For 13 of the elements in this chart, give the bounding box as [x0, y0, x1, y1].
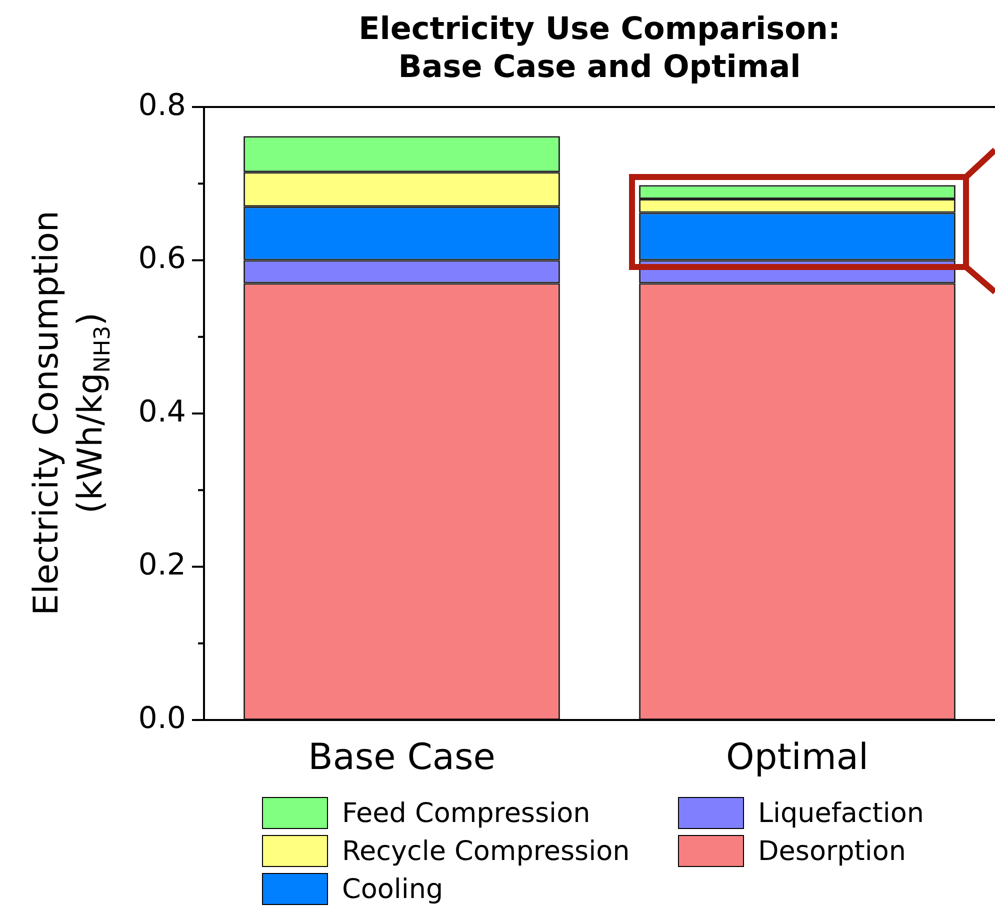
legend-label: Recycle Compression: [342, 836, 630, 866]
x-tick-label: Base Case: [308, 736, 496, 778]
y-tick-label: 0.8: [138, 88, 186, 123]
y-tick-label: 0.6: [138, 241, 186, 276]
y-tick-label: 0.0: [138, 700, 186, 736]
x-tick-label: Optimal: [726, 736, 868, 778]
y-tick-label: 0.2: [138, 548, 186, 583]
legend-label: Liquefaction: [758, 798, 924, 828]
legend-label: Desorption: [758, 836, 906, 866]
legend-label: Feed Compression: [342, 798, 590, 828]
legend-label: Cooling: [342, 874, 444, 904]
chart-title: Electricity Use Comparison: Base Case and Optimal: [358, 10, 842, 86]
y-tick-label: 0.4: [138, 394, 186, 430]
